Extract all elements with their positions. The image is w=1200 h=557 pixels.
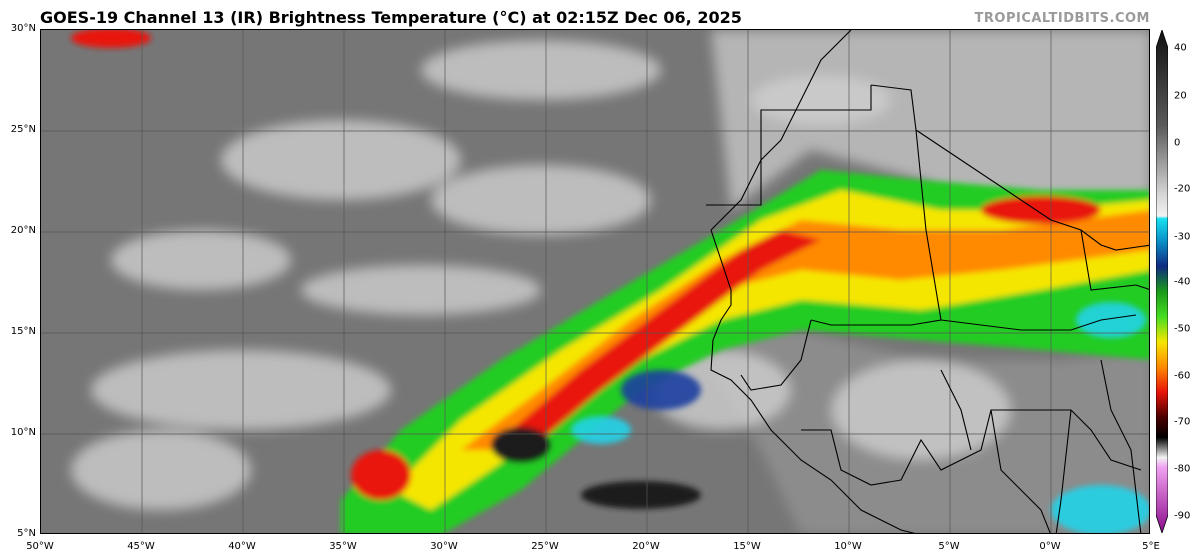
- lat-label: 10°N: [10, 427, 36, 438]
- colorbar-label: -40: [1174, 276, 1191, 288]
- low-clouds: [71, 40, 1011, 510]
- lon-label: 30°W: [430, 541, 458, 552]
- colorbar-label: -70: [1174, 416, 1191, 428]
- lon-label: 5°W: [938, 541, 960, 552]
- lat-label: 20°N: [10, 225, 36, 236]
- lon-label: 10°W: [834, 541, 862, 552]
- colorbar: [1156, 30, 1168, 533]
- satellite-map: [40, 29, 1150, 534]
- lon-label: 25°W: [531, 541, 559, 552]
- credit-text: TROPICALTIDBITS.COM: [974, 11, 1150, 26]
- lat-label: 15°N: [10, 326, 36, 337]
- map-title: GOES-19 Channel 13 (IR) Brightness Tempe…: [40, 8, 742, 27]
- graticule: [41, 30, 1149, 533]
- satellite-imagery: [41, 30, 1149, 533]
- lat-label: 25°N: [10, 124, 36, 135]
- colorbar-label: -60: [1174, 370, 1191, 382]
- lon-label: 5°E: [1142, 541, 1160, 552]
- cloud-edges: [571, 302, 1149, 533]
- lon-label: 50°W: [26, 541, 54, 552]
- lon-label: 15°W: [733, 541, 761, 552]
- lon-label: 40°W: [228, 541, 256, 552]
- lat-label: 30°N: [10, 23, 36, 34]
- lon-label: 45°W: [127, 541, 155, 552]
- colorbar-gradient: [1156, 30, 1168, 533]
- colorbar-label: 20: [1174, 90, 1187, 102]
- colorbar-label: -80: [1174, 463, 1191, 475]
- colorbar-label: -20: [1174, 183, 1191, 195]
- colorbar-label: -50: [1174, 323, 1191, 335]
- lat-label: 5°N: [17, 528, 36, 539]
- colorbar-label: -90: [1174, 510, 1191, 522]
- colorbar-label: 0: [1174, 137, 1181, 149]
- cloud-band: [71, 30, 1149, 533]
- coastlines-borders: [706, 30, 1149, 533]
- lon-label: 20°W: [632, 541, 660, 552]
- colorbar-label: -30: [1174, 231, 1191, 243]
- colorbar-label: 40: [1174, 42, 1187, 54]
- lon-label: 0°W: [1039, 541, 1061, 552]
- lon-label: 35°W: [329, 541, 357, 552]
